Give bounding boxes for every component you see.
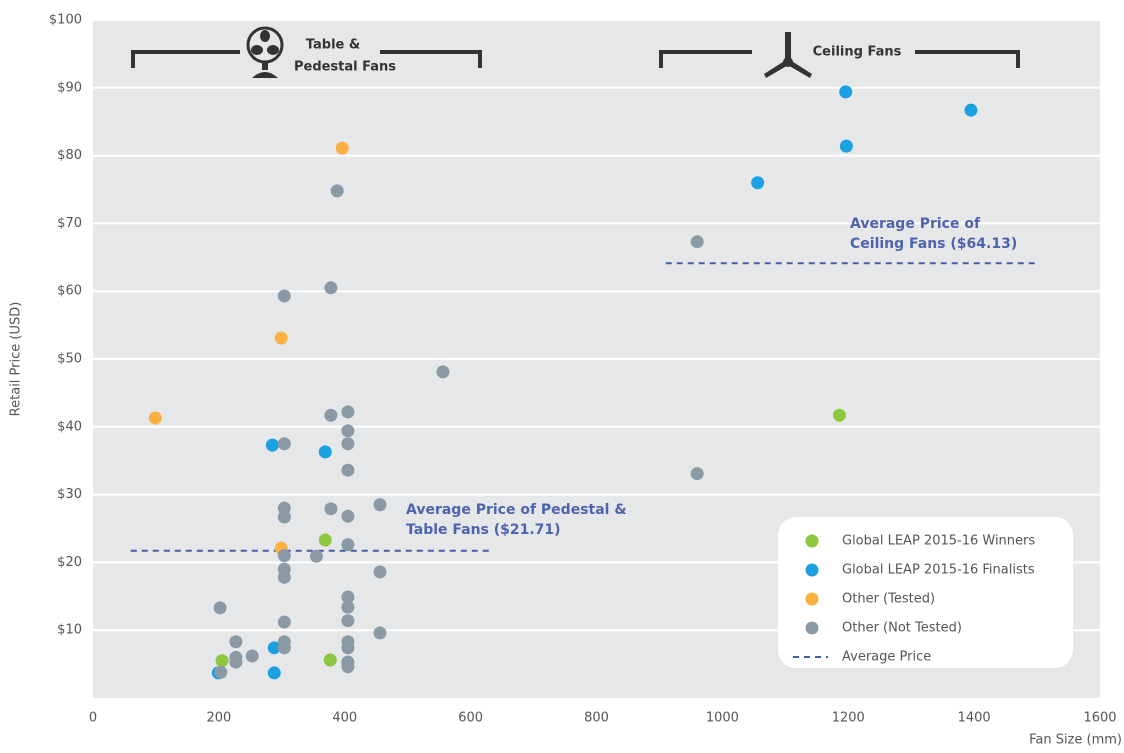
y-tick-label: $90 <box>57 80 82 95</box>
legend-marker <box>805 592 819 606</box>
point <box>277 641 291 655</box>
point <box>341 614 355 628</box>
average-label: Average Price of Pedestal & <box>406 502 627 518</box>
y-tick-label: $70 <box>57 216 82 231</box>
y-tick-label: $20 <box>57 555 82 570</box>
point <box>277 615 291 629</box>
average-label: Table Fans ($21.71) <box>406 522 561 538</box>
point <box>324 502 338 516</box>
group-label: Pedestal Fans <box>294 60 396 75</box>
legend-label: Global LEAP 2015-16 Finalists <box>842 563 1035 578</box>
y-tick-label: $30 <box>57 487 82 502</box>
group-label: Table & <box>306 38 360 53</box>
point <box>229 655 243 669</box>
y-tick-label: $10 <box>57 623 82 638</box>
point <box>277 549 291 563</box>
point <box>323 653 337 667</box>
legend-box <box>778 517 1073 668</box>
x-tick-label: 400 <box>332 711 357 726</box>
legend-label: Other (Not Tested) <box>842 621 962 636</box>
y-tick-label: $50 <box>57 352 82 367</box>
point <box>148 411 162 425</box>
average-label: Ceiling Fans ($64.13) <box>850 236 1017 252</box>
x-tick-label: 0 <box>89 711 97 726</box>
point <box>690 235 704 249</box>
x-tick-label: 800 <box>584 711 609 726</box>
point <box>324 281 338 295</box>
point <box>341 509 355 523</box>
point <box>341 600 355 614</box>
y-tick-label: $60 <box>57 284 82 299</box>
point <box>832 408 846 422</box>
legend-label: Other (Tested) <box>842 592 935 607</box>
x-tick-label: 600 <box>458 711 483 726</box>
point <box>265 438 279 452</box>
y-tick-label: $40 <box>57 419 82 434</box>
y-tick-label: $80 <box>57 148 82 163</box>
y-tick-label: $100 <box>49 13 82 28</box>
point <box>373 565 387 579</box>
point <box>229 635 243 649</box>
point <box>690 467 704 481</box>
point <box>213 601 227 615</box>
point <box>335 141 349 155</box>
point <box>245 649 259 663</box>
point <box>751 176 765 190</box>
legend-marker <box>805 534 819 548</box>
point <box>309 549 323 563</box>
brackets <box>131 50 1020 68</box>
point <box>277 437 291 451</box>
legend-label: Average Price <box>842 650 931 665</box>
point <box>214 665 228 679</box>
x-axis-label: Fan Size (mm) <box>1029 733 1122 748</box>
point <box>341 424 355 438</box>
point <box>341 660 355 674</box>
point <box>373 626 387 640</box>
y-axis-label: Retail Price (USD) <box>9 302 24 417</box>
point <box>964 103 978 117</box>
x-tick-label: 1600 <box>1083 711 1116 726</box>
point <box>341 437 355 451</box>
point <box>839 85 853 99</box>
legend-marker <box>805 621 819 635</box>
point <box>330 184 344 198</box>
point <box>341 538 355 552</box>
point <box>215 654 229 668</box>
point <box>267 641 281 655</box>
point <box>341 641 355 655</box>
point <box>373 498 387 512</box>
point <box>277 510 291 524</box>
point <box>274 331 288 345</box>
legend-marker <box>805 563 819 577</box>
point <box>324 408 338 422</box>
point <box>341 405 355 419</box>
point <box>318 445 332 459</box>
x-tick-label: 1400 <box>958 711 991 726</box>
point <box>277 289 291 303</box>
point <box>318 533 332 547</box>
point <box>436 365 450 379</box>
point <box>341 590 355 604</box>
ceiling-fan-icon <box>764 32 812 78</box>
legend-label: Global LEAP 2015-16 Winners <box>842 534 1035 549</box>
x-tick-label: 1000 <box>706 711 739 726</box>
table-fan-icon <box>246 26 284 78</box>
point <box>267 666 281 680</box>
group-label: Ceiling Fans <box>813 45 902 60</box>
x-tick-label: 200 <box>206 711 231 726</box>
point <box>277 570 291 584</box>
x-tick-label: 1200 <box>832 711 865 726</box>
point <box>341 463 355 477</box>
average-label: Average Price of <box>850 216 981 232</box>
point <box>839 139 853 153</box>
